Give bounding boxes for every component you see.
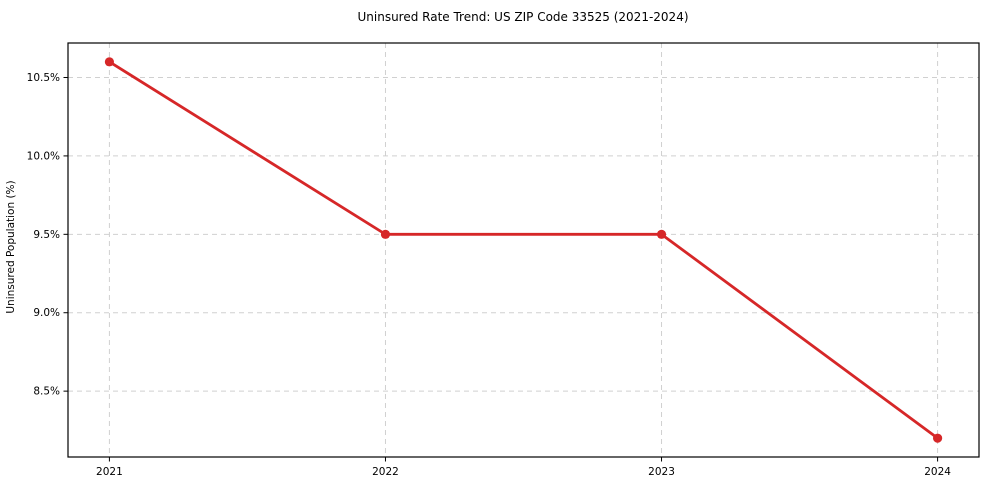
chart-title: Uninsured Rate Trend: US ZIP Code 33525 … xyxy=(357,10,688,24)
x-tick-label: 2021 xyxy=(96,466,123,478)
y-axis-label: Uninsured Population (%) xyxy=(5,180,17,313)
y-tick-label: 9.5% xyxy=(33,229,60,241)
data-point xyxy=(656,229,667,239)
y-tick-label: 9.0% xyxy=(33,307,60,319)
x-tick-label: 2022 xyxy=(372,466,399,478)
x-tick-label: 2024 xyxy=(924,466,951,478)
plot-layer: 8.5% 9.0% 9.5% 10.0% 10.5% 2021 2022 2023 2024 xyxy=(27,42,980,478)
data-point xyxy=(380,229,391,239)
data-point xyxy=(932,433,943,443)
y-tick-label: 10.5% xyxy=(27,72,60,84)
y-tick-label: 10.0% xyxy=(27,150,60,162)
data-point xyxy=(104,57,115,67)
x-tick-label: 2023 xyxy=(648,466,675,478)
plot-border xyxy=(67,42,980,458)
y-tick-label: 8.5% xyxy=(33,386,60,398)
trend-line xyxy=(108,60,939,440)
